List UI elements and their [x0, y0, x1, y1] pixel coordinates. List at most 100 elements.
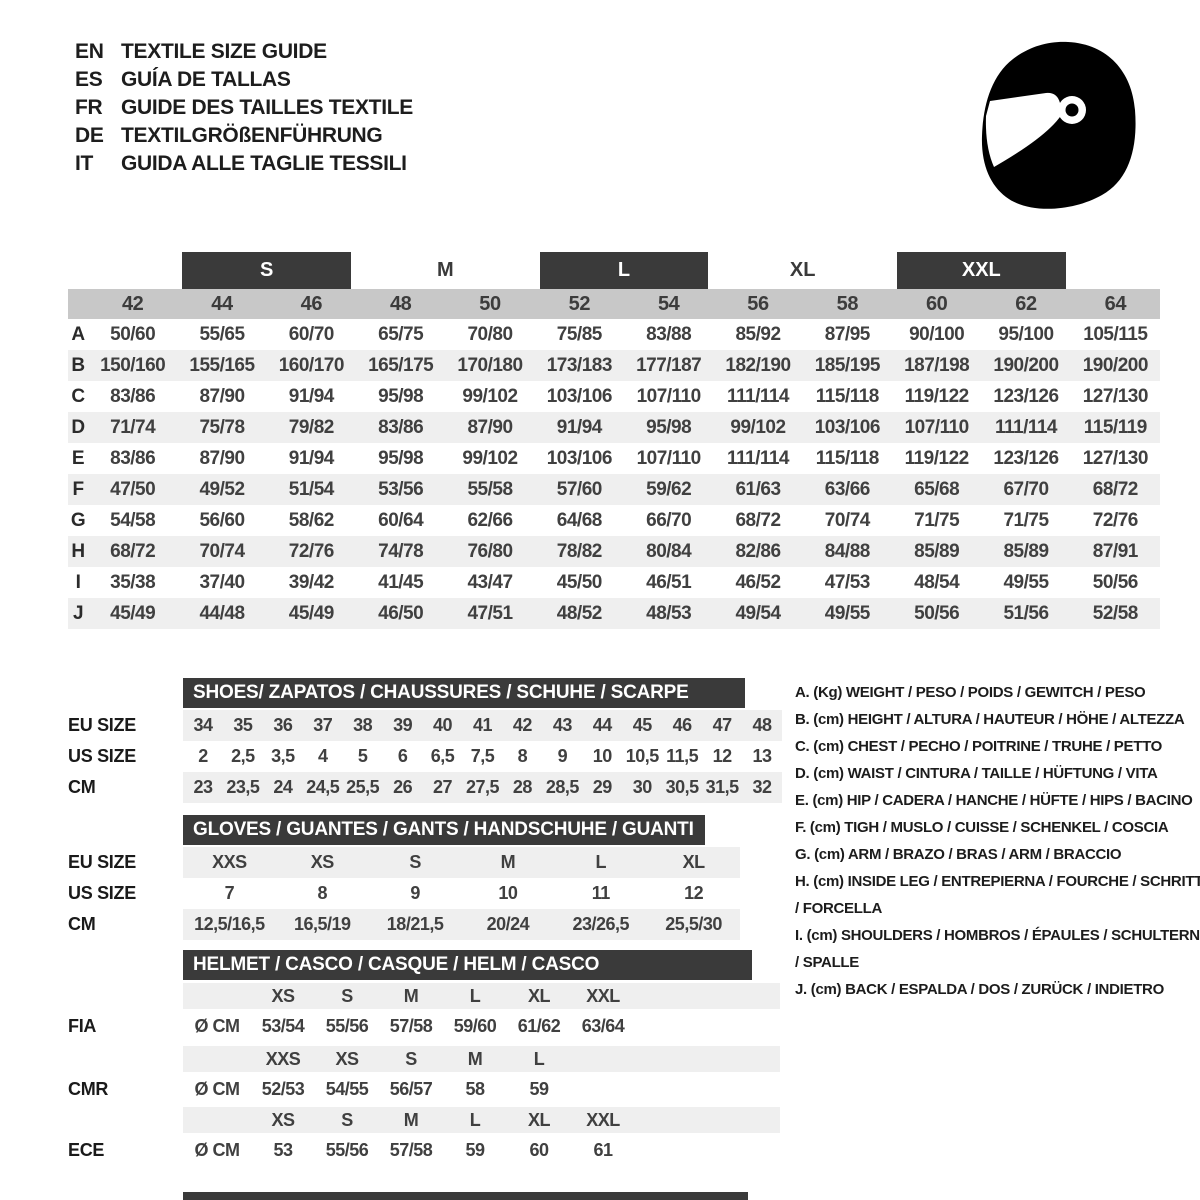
measure-value: 41/45 — [378, 571, 424, 593]
measure-row-h: H 68/72 70/74 72/76 74/78 76/80 78/82 80/84 82/8… — [68, 536, 1160, 567]
helmet-size-value: 53 — [273, 1140, 293, 1160]
measure-value: 48/52 — [556, 602, 603, 624]
row-values: XXS XS S M L — [183, 1046, 780, 1072]
measure-value: 85/89 — [914, 540, 960, 562]
helmet-size-label: XL — [527, 1109, 551, 1130]
helmet-values-row: FIA Ø CM 53/54 55/56 57/58 59/60 61/62 63/64 — [68, 1012, 780, 1041]
row-letter: F — [72, 478, 84, 500]
helmet-size-value: 55/56 — [325, 1140, 369, 1160]
helmet-size-label: L — [533, 1048, 545, 1069]
helmet-size-label: M — [403, 1109, 419, 1130]
measure-value: 91/94 — [288, 385, 335, 407]
language-row: IT GUIDA ALLE TAGLIE TESSILI — [75, 150, 413, 178]
size-group-l: L — [539, 252, 709, 289]
size-value: XS — [310, 852, 335, 872]
standard-label: FIA — [68, 1016, 97, 1036]
measure-value: 190/200 — [1082, 354, 1149, 376]
measure-value: 107/110 — [636, 447, 702, 469]
helmet-size-label: S — [341, 1109, 353, 1130]
size-column-header: 46 — [300, 292, 323, 315]
strip-row: CM 12,5/16,5 16,5/19 18/21,5 20/24 23/26,5 25,… — [68, 909, 740, 940]
size-value: 35 — [233, 715, 253, 735]
helmet-size-label: M — [403, 985, 419, 1006]
row-letter: I — [75, 571, 81, 593]
measure-value: 61/63 — [735, 478, 781, 500]
helmet-size-label: XS — [271, 985, 295, 1006]
helmet-size-label: XS — [335, 1048, 359, 1069]
measure-value: 71/75 — [1003, 509, 1049, 531]
size-value: 23/26,5 — [572, 914, 630, 934]
standard-label: CMR — [68, 1079, 109, 1099]
measure-value: 83/86 — [378, 416, 424, 438]
size-column-header: 48 — [389, 292, 412, 315]
size-value: 4 — [318, 746, 328, 766]
measure-value: 35/38 — [110, 571, 156, 593]
unit-cell: Ø CM — [194, 1140, 241, 1160]
measure-value: 71/75 — [914, 509, 960, 531]
gloves-section-title: GLOVES / GUANTES / GANTS / HANDSCHUHE / … — [183, 815, 705, 845]
size-value: 36 — [273, 715, 293, 735]
row-label — [68, 1046, 183, 1072]
size-group-xxl: XXL — [897, 252, 1066, 289]
measure-value: 60/64 — [378, 509, 424, 531]
measure-value: 99/102 — [730, 416, 786, 438]
size-value: 34 — [193, 715, 213, 735]
standard-label: ECE — [68, 1140, 105, 1160]
row-values: Ø CM 52/53 54/55 56/57 58 59 — [183, 1075, 780, 1104]
racing-helmet-icon — [981, 41, 1136, 209]
row-values: 23 23,5 24 24,5 25,5 26 27 27,5 28 28,5 29 30 30,5 31… — [183, 772, 782, 803]
measure-value: 99/102 — [462, 447, 518, 469]
size-value: 28 — [512, 777, 533, 797]
measure-value: 55/65 — [199, 323, 245, 345]
measure-value: 83/86 — [110, 447, 156, 469]
measure-value: 182/190 — [725, 354, 791, 376]
measure-value: 173/183 — [546, 354, 613, 376]
measure-row-g: G 54/58 56/60 58/62 60/64 62/66 64/68 66/70 68/7… — [68, 505, 1160, 536]
row-label — [68, 1107, 183, 1133]
measure-row-j: J 45/49 44/48 45/49 46/50 47/51 48/52 48/53 49/5… — [68, 598, 1160, 629]
helmet-values-row: ECE Ø CM 53 55/56 57/58 59 60 61 — [68, 1136, 780, 1165]
unit-cell: Ø CM — [194, 1016, 241, 1036]
size-value: 40 — [433, 715, 453, 735]
size-value: 26 — [393, 777, 413, 797]
helmet-section-title: HELMET / CASCO / CASQUE / HELM / CASCO — [183, 950, 752, 980]
helmet-size-value: 61 — [593, 1140, 613, 1160]
measure-value: 119/122 — [904, 447, 970, 469]
measure-value: 70/74 — [199, 540, 245, 562]
size-value: 10,5 — [625, 746, 660, 766]
row-values: Ø CM 53/54 55/56 57/58 59/60 61/62 63/64 — [183, 1012, 780, 1041]
helmet-size-label: S — [341, 985, 353, 1006]
measure-value: 57/60 — [556, 478, 603, 500]
measure-value: 160/170 — [278, 354, 345, 376]
measure-value: 46/52 — [735, 571, 781, 593]
helmet-size-label: XXL — [586, 1109, 620, 1130]
row-letter: D — [71, 416, 85, 438]
size-value: 6 — [397, 746, 408, 766]
measure-value: 47/53 — [824, 571, 871, 593]
size-column-header: 42 — [121, 292, 144, 315]
language-code: FR — [75, 96, 103, 119]
measure-value: 185/195 — [814, 354, 881, 376]
measure-value: 91/94 — [288, 447, 335, 469]
row-letter: B — [71, 354, 85, 376]
measure-value: 95/98 — [378, 447, 424, 469]
row-letter: J — [72, 602, 84, 624]
shoes-section-title: SHOES/ ZAPATOS / CHAUSSURES / SCHUHE / S… — [183, 678, 745, 708]
measure-value: 48/53 — [646, 602, 692, 624]
strip-row: US SIZE 2 2,5 3,5 4 5 6 6,5 7,5 8 9 10 10,5 11,5 12 13 — [68, 741, 782, 772]
measure-value: 127/130 — [1082, 447, 1149, 469]
measure-value: 87/91 — [1092, 540, 1139, 562]
row-label — [68, 983, 183, 1009]
measure-row-f: F 47/50 49/52 51/54 53/56 55/58 57/60 59/62 61/6… — [68, 474, 1160, 505]
helmet-size-value: 53/54 — [261, 1016, 305, 1036]
measure-value: 37/40 — [199, 571, 245, 593]
measure-value: 115/118 — [815, 385, 880, 407]
language-row: ES GUÍA DE TALLAS — [75, 66, 413, 94]
measure-value: 79/82 — [288, 416, 335, 438]
legend-item: I. (cm) SHOULDERS / HOMBROS / ÉPAULES / … — [795, 927, 1200, 971]
size-value: 43 — [552, 715, 573, 735]
measure-value: 64/68 — [556, 509, 603, 531]
measure-value: 72/76 — [288, 540, 335, 562]
size-value: 25,5 — [346, 777, 380, 797]
unit-cell — [183, 1107, 251, 1133]
